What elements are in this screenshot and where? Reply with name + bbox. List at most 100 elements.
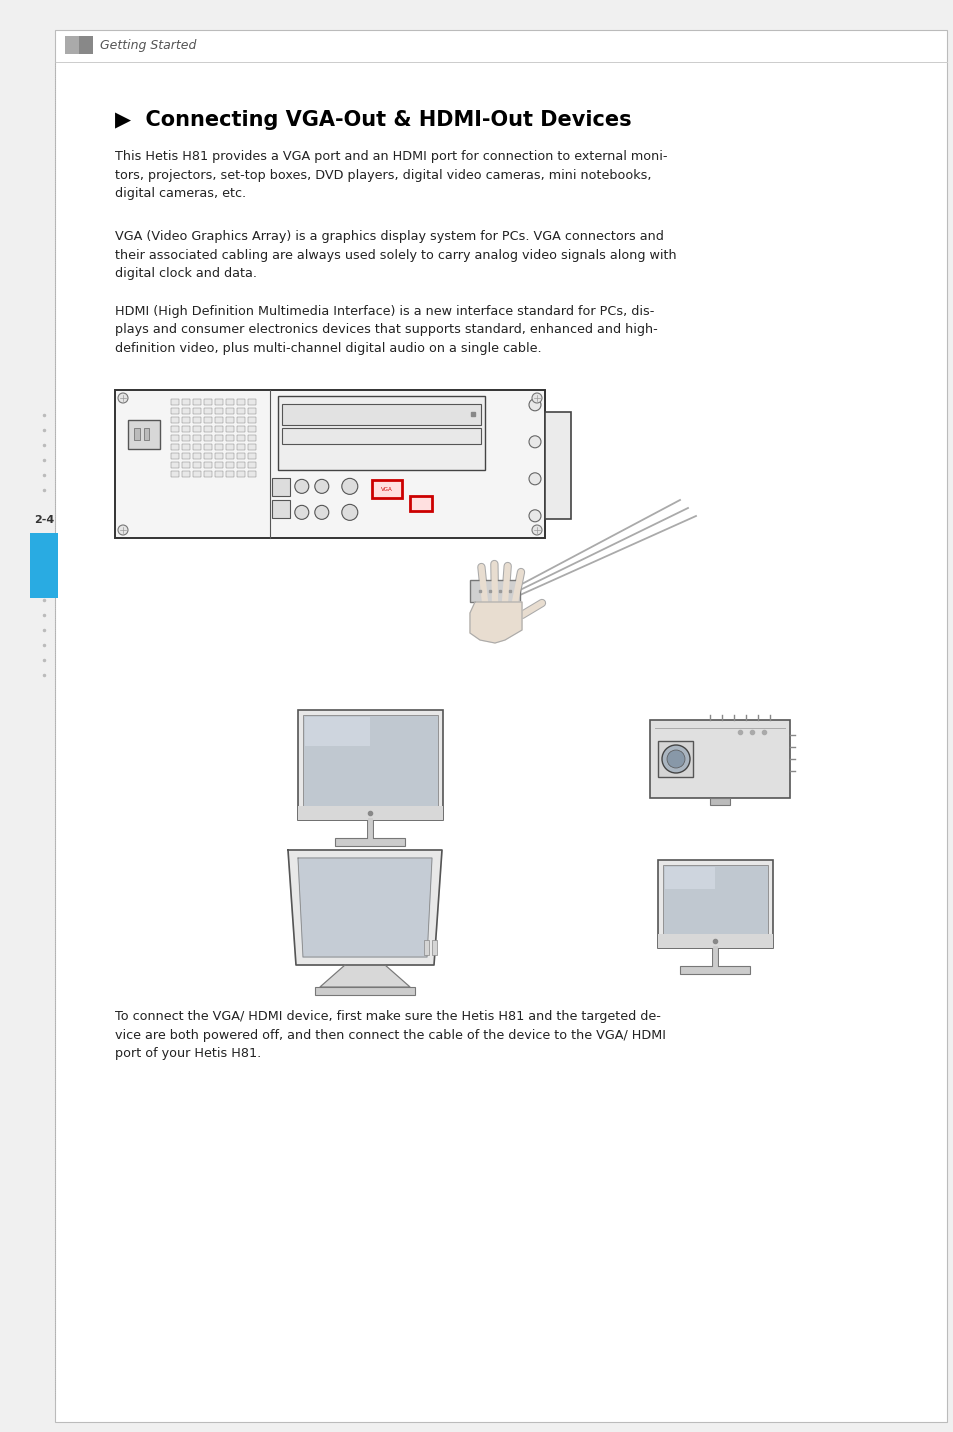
Bar [658,934,772,948]
Bar [214,444,223,450]
Polygon shape [470,601,521,643]
Circle shape [314,480,329,494]
Bar [214,400,223,405]
Bar [182,417,190,422]
Bar [236,471,245,477]
Bar [193,425,201,432]
Bar [144,428,149,440]
Bar [372,480,401,498]
Text: Getting Started: Getting Started [100,39,196,52]
Bar [248,425,255,432]
Bar [335,838,405,846]
Bar [544,412,570,518]
Bar [204,435,212,441]
Bar [204,408,212,414]
Bar [470,580,519,601]
Circle shape [341,478,357,494]
Circle shape [118,392,128,402]
Bar [248,408,255,414]
Bar [65,36,79,54]
Bar [226,463,233,468]
Bar [193,471,201,477]
Bar [214,435,223,441]
Bar [182,408,190,414]
Bar [278,395,484,470]
Bar [664,866,714,889]
Circle shape [341,504,357,520]
Bar [204,425,212,432]
Bar [171,400,179,405]
Bar [182,425,190,432]
Circle shape [529,510,540,521]
Bar [204,444,212,450]
Bar [226,435,233,441]
Circle shape [666,750,684,768]
Bar [171,453,179,458]
Circle shape [294,505,309,520]
Bar [214,408,223,414]
Bar [658,740,692,778]
Circle shape [294,480,309,494]
Polygon shape [319,965,410,987]
Bar [248,400,255,405]
Bar [423,939,429,955]
Bar [193,463,201,468]
Bar [649,720,789,798]
Bar [182,453,190,458]
Circle shape [529,435,540,448]
Bar [248,471,255,477]
Bar [282,404,480,425]
Bar [248,435,255,441]
Bar [248,417,255,422]
Bar [182,471,190,477]
Bar [236,425,245,432]
Bar [272,478,290,497]
Circle shape [529,473,540,485]
Bar [214,417,223,422]
Bar [65,36,92,54]
Bar [115,390,544,538]
Bar [128,420,160,450]
Bar [236,417,245,422]
Polygon shape [288,851,441,965]
Bar [236,435,245,441]
Bar [193,408,201,414]
Bar [314,987,415,995]
Bar [236,400,245,405]
Bar [282,428,480,444]
Text: HDMI (High Definition Multimedia Interface) is a new interface standard for PCs,: HDMI (High Definition Multimedia Interfa… [115,305,657,355]
Bar [248,463,255,468]
Bar [226,444,233,450]
Bar [236,463,245,468]
Bar [226,417,233,422]
Bar [297,710,442,821]
Bar [248,444,255,450]
Text: This Hetis H81 provides a VGA port and an HDMI port for connection to external m: This Hetis H81 provides a VGA port and a… [115,150,667,200]
Bar [171,417,179,422]
Bar [236,453,245,458]
Bar [297,806,442,821]
Bar [236,444,245,450]
Bar [272,500,290,518]
Bar [226,425,233,432]
Bar [226,471,233,477]
Bar [214,471,223,477]
Bar [171,435,179,441]
Polygon shape [297,858,432,957]
Text: To connect the VGA/ HDMI device, first make sure the Hetis H81 and the targeted : To connect the VGA/ HDMI device, first m… [115,1010,665,1060]
Bar [214,425,223,432]
Bar [182,444,190,450]
Bar [182,435,190,441]
Text: 2-4: 2-4 [34,516,54,526]
Circle shape [314,505,329,520]
Bar [171,408,179,414]
Bar [204,453,212,458]
Bar [204,471,212,477]
Bar [182,400,190,405]
Bar [709,798,729,805]
Bar [134,428,139,440]
Bar [236,408,245,414]
Bar [204,400,212,405]
Bar [30,533,58,599]
Circle shape [532,526,541,536]
